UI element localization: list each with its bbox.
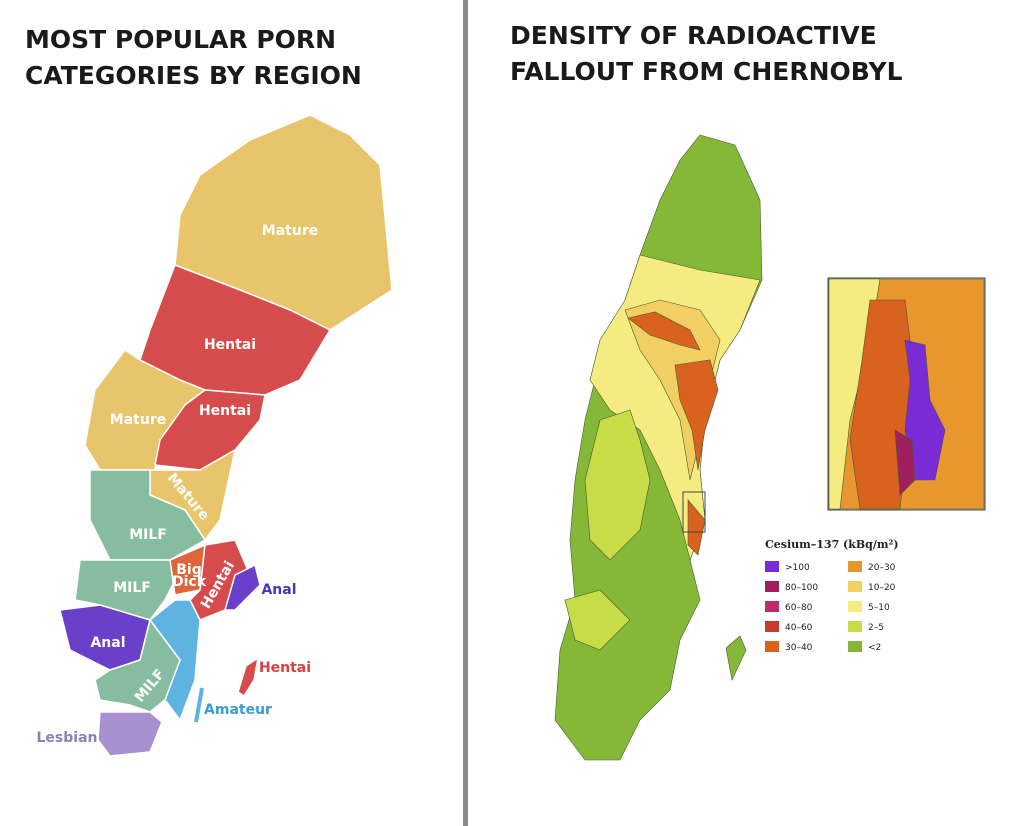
legend-label: 60–80 bbox=[785, 603, 813, 613]
legend-label: 20–30 bbox=[868, 563, 896, 573]
region bbox=[89, 469, 207, 561]
legend-swatch bbox=[848, 641, 862, 652]
fallout-area bbox=[725, 635, 747, 681]
right-map bbox=[554, 134, 986, 761]
region-label: Hentai bbox=[259, 660, 311, 676]
left-title: MOST POPULAR PORN bbox=[25, 25, 336, 54]
legend-swatch bbox=[765, 581, 779, 592]
legend-label: 2–5 bbox=[868, 623, 884, 633]
region-label: Mature bbox=[262, 223, 318, 239]
legend-swatch bbox=[848, 621, 862, 632]
legend-label: >100 bbox=[785, 563, 810, 573]
divider bbox=[463, 0, 468, 826]
region-label: Dick bbox=[172, 574, 207, 590]
island bbox=[194, 687, 204, 723]
fallout-area bbox=[674, 359, 719, 471]
region-label: Amateur bbox=[204, 702, 272, 718]
region-label: MILF bbox=[113, 580, 151, 596]
region-label: MILF bbox=[129, 527, 167, 543]
legend-swatch bbox=[848, 561, 862, 572]
fallout-area bbox=[894, 429, 916, 496]
region-label: Anal bbox=[90, 635, 125, 651]
region bbox=[94, 618, 181, 713]
region bbox=[174, 114, 393, 331]
inset-frame bbox=[827, 277, 986, 511]
legend-label: 10–20 bbox=[868, 583, 896, 593]
legend-swatch bbox=[765, 641, 779, 652]
inset-marker bbox=[682, 491, 706, 533]
fallout-area bbox=[627, 311, 701, 351]
island bbox=[237, 656, 260, 698]
region-label: Hentai bbox=[199, 403, 251, 419]
legend-label: 5–10 bbox=[868, 603, 890, 613]
region-label: Lesbian bbox=[37, 730, 98, 746]
region bbox=[224, 563, 261, 611]
region-label: Anal bbox=[261, 582, 296, 598]
fallout-area bbox=[687, 499, 706, 556]
fallout-area bbox=[584, 409, 651, 561]
left-title: CATEGORIES BY REGION bbox=[25, 61, 362, 90]
legend-swatch bbox=[765, 621, 779, 632]
legend-label: 80–100 bbox=[785, 583, 818, 593]
left-map: MatureHentaiHentaiMatureMatureMILFMILFBi… bbox=[37, 114, 393, 757]
legend: Cesium–137 (kBq/m²) >100 80–100 60–80 40–60… bbox=[765, 538, 899, 653]
legend-label: 30–40 bbox=[785, 643, 813, 653]
right-title: DENSITY OF RADIOACTIVE bbox=[510, 21, 877, 50]
region-label: Mature bbox=[110, 412, 166, 428]
legend-title: Cesium–137 (kBq/m²) bbox=[765, 538, 899, 551]
fallout-area bbox=[904, 339, 946, 481]
region-label: Hentai bbox=[204, 337, 256, 353]
legend-label: 40–60 bbox=[785, 623, 813, 633]
region-label: Big bbox=[176, 562, 202, 578]
region bbox=[97, 711, 163, 757]
legend-swatch bbox=[848, 601, 862, 612]
region bbox=[189, 539, 251, 621]
legend-swatch bbox=[765, 561, 779, 572]
legend-swatch bbox=[848, 581, 862, 592]
legend-swatch bbox=[765, 601, 779, 612]
legend-label: <2 bbox=[868, 643, 881, 653]
fallout-area bbox=[564, 589, 631, 651]
right-title: FALLOUT FROM CHERNOBYL bbox=[510, 57, 903, 86]
